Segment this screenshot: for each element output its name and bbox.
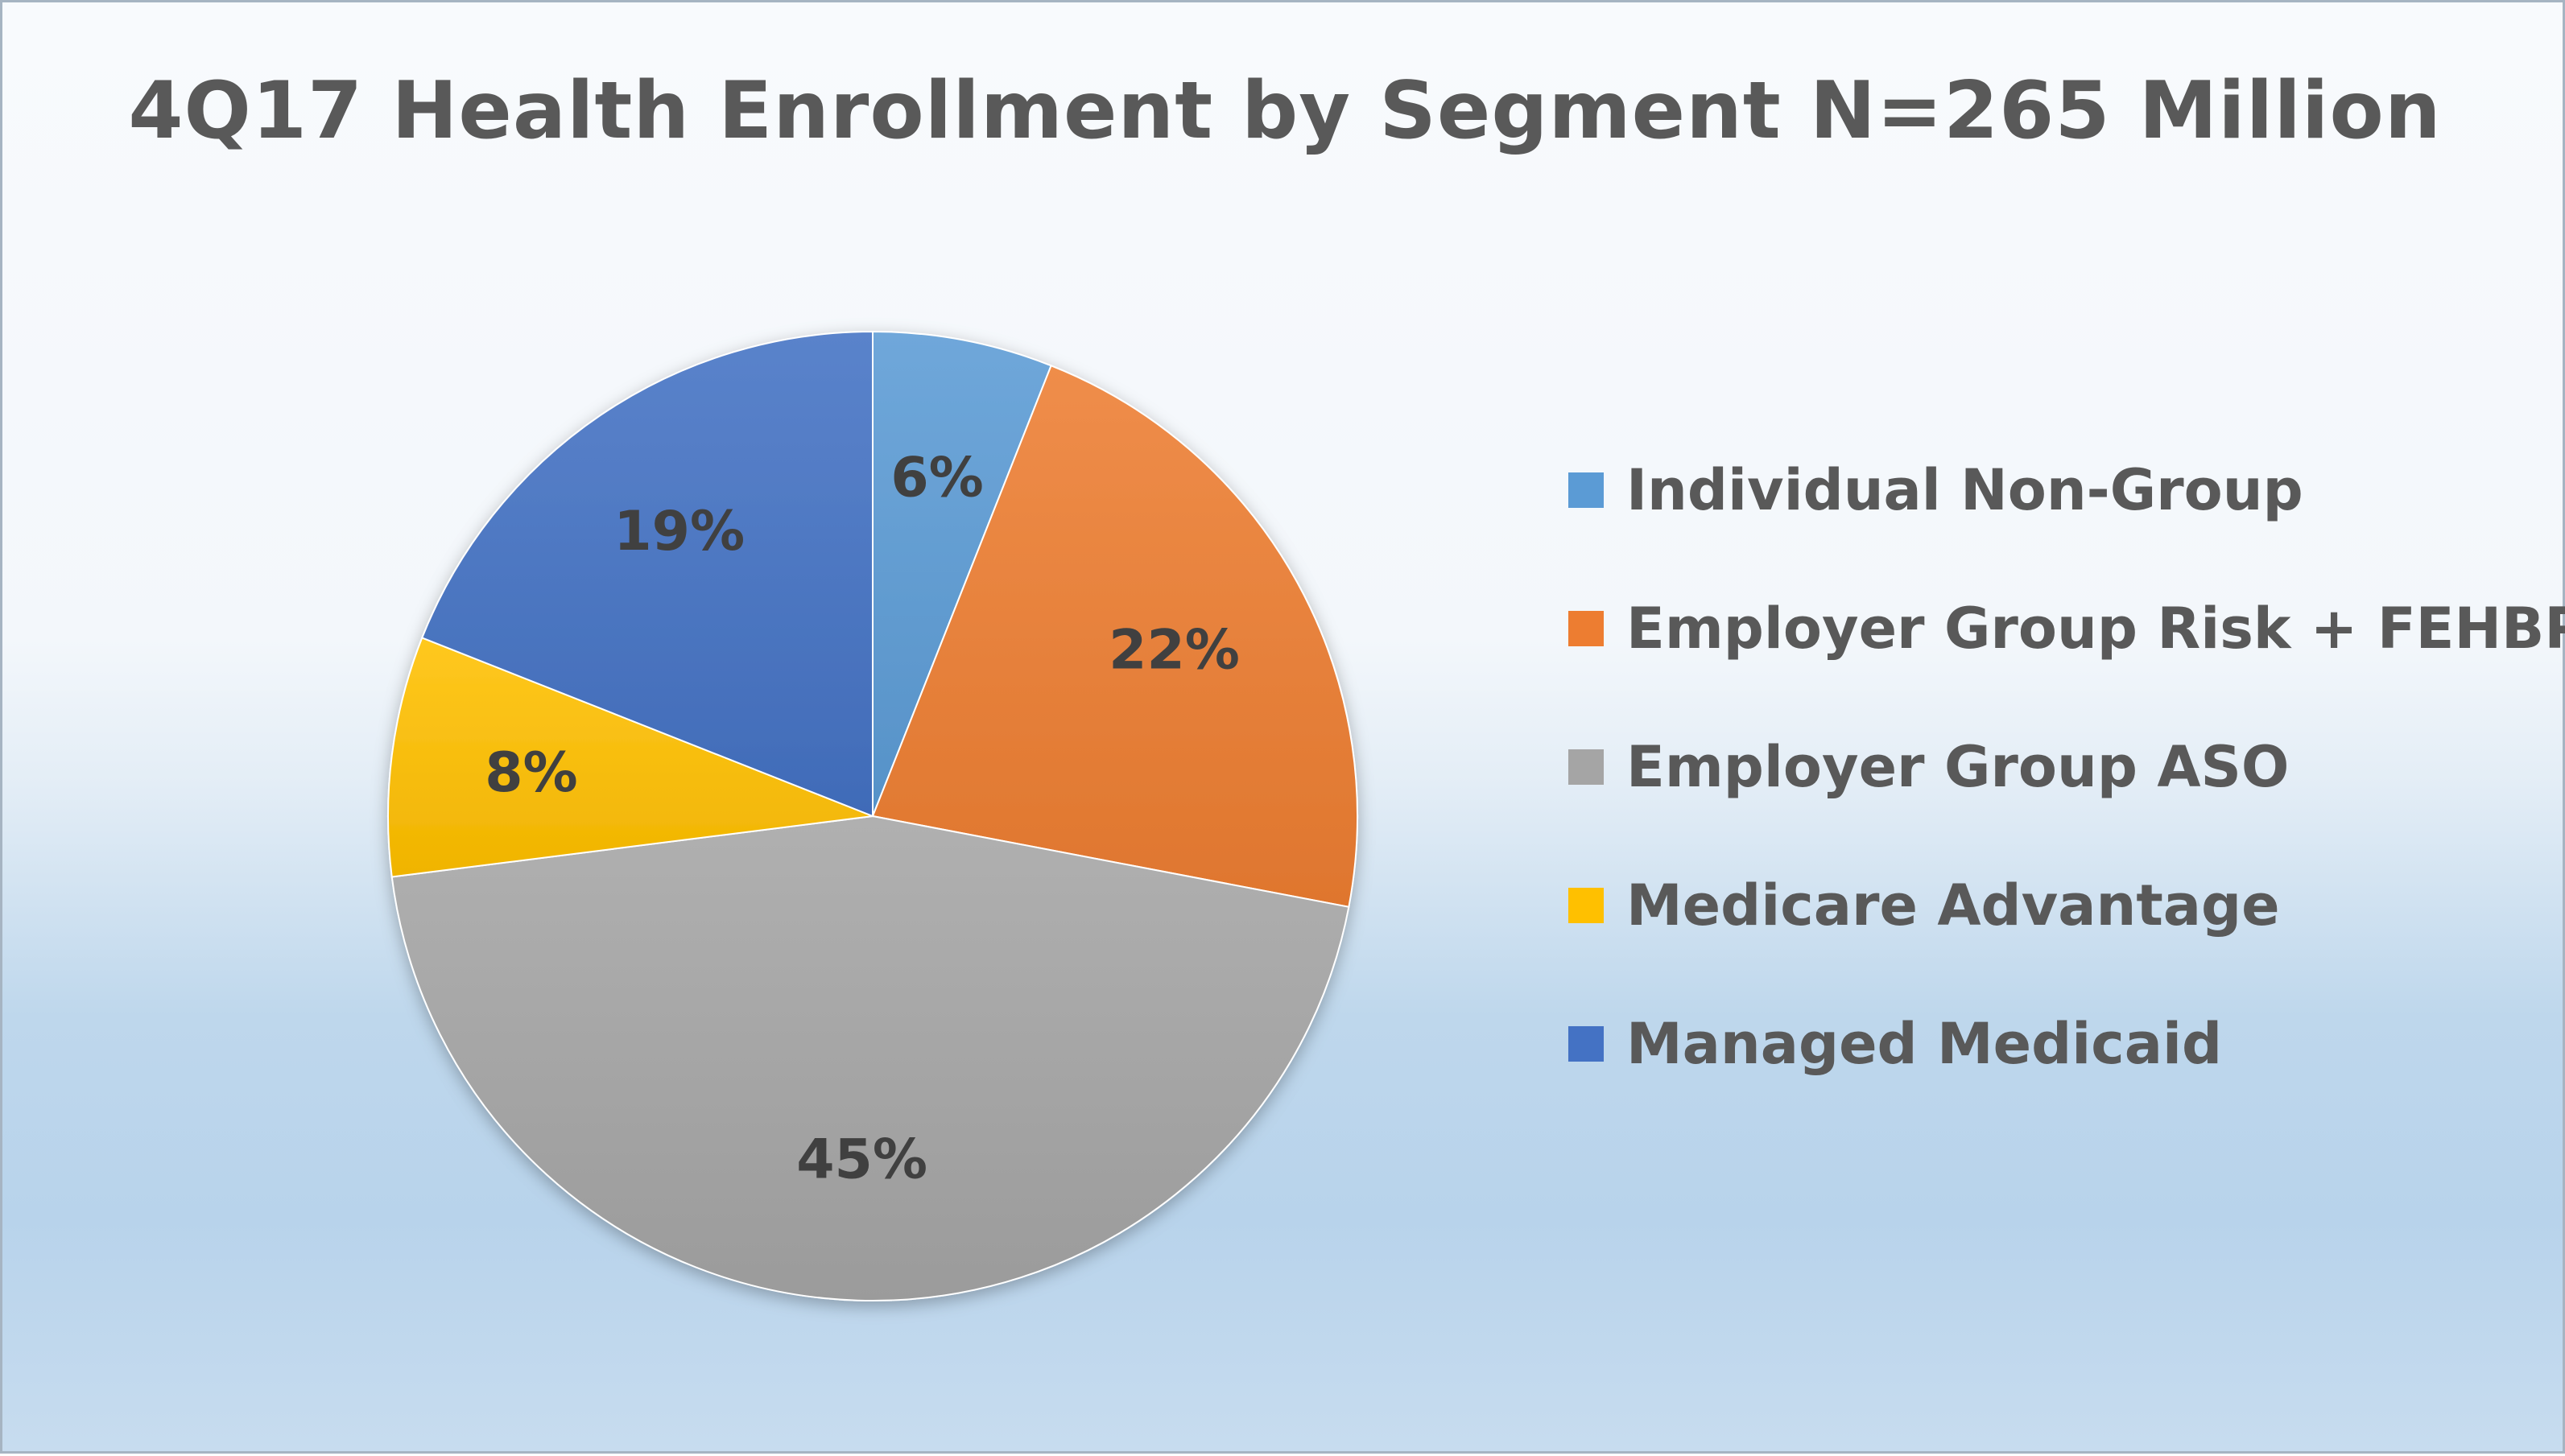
pie-slices	[387, 330, 1358, 1302]
pie-slice-individual-non-group	[872, 330, 1052, 817]
data-label-employer-group-aso: 45%	[796, 1128, 927, 1192]
pie-slice-employer-group-aso	[390, 815, 1350, 1302]
data-label-individual-non-group: 6%	[890, 447, 983, 510]
data-label-medicare-advantage: 8%	[485, 741, 577, 805]
data-label-employer-group-risk-fehbp: 22%	[1109, 619, 1240, 683]
legend-swatch	[1568, 472, 1604, 508]
legend-label: Individual Non-Group	[1626, 457, 2303, 523]
legend-label: Employer Group Risk + FEHBP	[1626, 596, 2565, 662]
pie-slice-medicare-advantage	[387, 637, 874, 878]
pie-data-labels: 6% 22% 45% 8% 19%	[485, 447, 1240, 1192]
legend-swatch	[1568, 749, 1604, 785]
chart-title: 4Q17 Health Enrollment by Segment N=265 …	[128, 65, 2442, 157]
pie-slice-managed-medicaid	[420, 330, 874, 818]
legend-swatch	[1568, 611, 1604, 646]
legend-label: Employer Group ASO	[1626, 734, 2290, 800]
legend-swatch	[1568, 1026, 1604, 1062]
pie-slice-employer-group-risk-fehbp	[871, 364, 1358, 908]
legend-label: Managed Medicaid	[1626, 1011, 2223, 1077]
legend-label: Medicare Advantage	[1626, 872, 2280, 938]
legend-swatch	[1568, 888, 1604, 923]
data-label-managed-medicaid: 19%	[613, 500, 745, 563]
